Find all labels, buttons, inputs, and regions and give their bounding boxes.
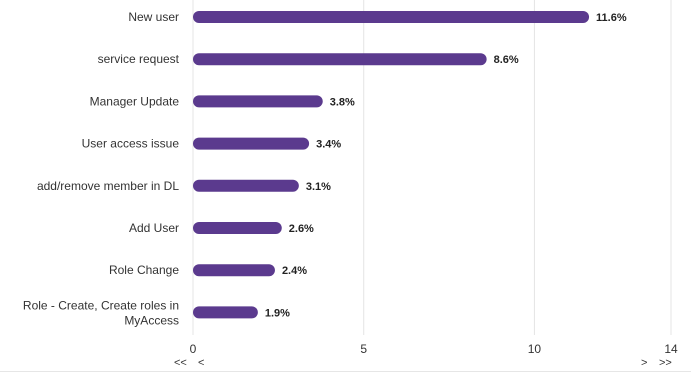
bar[interactable] [193, 11, 590, 23]
value-label: 11.6% [596, 12, 627, 24]
bar[interactable] [193, 306, 258, 319]
category-label: User access issue [82, 137, 180, 151]
bar[interactable] [193, 222, 282, 234]
category-label: Manager Update [90, 94, 180, 108]
bars [193, 11, 590, 319]
category-label: add/remove member in DL [37, 179, 179, 193]
category-labels: New user service request Manager Update Use… [23, 10, 180, 327]
grid-lines [192, 0, 672, 335]
value-label: 3.4% [316, 139, 341, 151]
bar[interactable] [193, 53, 487, 66]
x-tick-label: 10 [528, 342, 542, 356]
category-label: Role Change [109, 263, 179, 277]
first-page-button[interactable]: << [174, 357, 187, 369]
last-page-button[interactable]: >> [659, 357, 672, 369]
prev-page-button[interactable]: < [198, 357, 204, 369]
bar[interactable] [193, 95, 323, 108]
x-tick-label: 5 [360, 342, 367, 356]
value-label: 3.1% [306, 181, 331, 193]
value-label: 8.6% [494, 54, 519, 66]
value-label: 3.8% [330, 96, 355, 108]
bottom-divider [0, 371, 691, 372]
value-label: 2.6% [289, 223, 314, 235]
value-label: 1.9% [265, 307, 290, 319]
category-label: Role - Create, Create roles in MyAccess [23, 298, 179, 327]
x-tick-label: 14 [664, 342, 678, 356]
bar[interactable] [193, 137, 310, 150]
category-label: Add User [129, 221, 179, 235]
next-page-button[interactable]: > [641, 357, 647, 369]
value-labels: 11.6% 8.6% 3.8% 3.4% 3.1% 2.6% 2.4% 1.9% [265, 12, 627, 319]
bar[interactable] [193, 179, 299, 192]
x-axis-ticks: 0 5 10 14 [190, 342, 678, 356]
x-tick-label: 0 [190, 342, 197, 356]
pagination-controls: << < > >> [174, 357, 672, 369]
value-label: 2.4% [282, 265, 307, 277]
category-label: New user [128, 10, 179, 24]
category-label: service request [98, 52, 180, 66]
bar[interactable] [193, 264, 275, 277]
